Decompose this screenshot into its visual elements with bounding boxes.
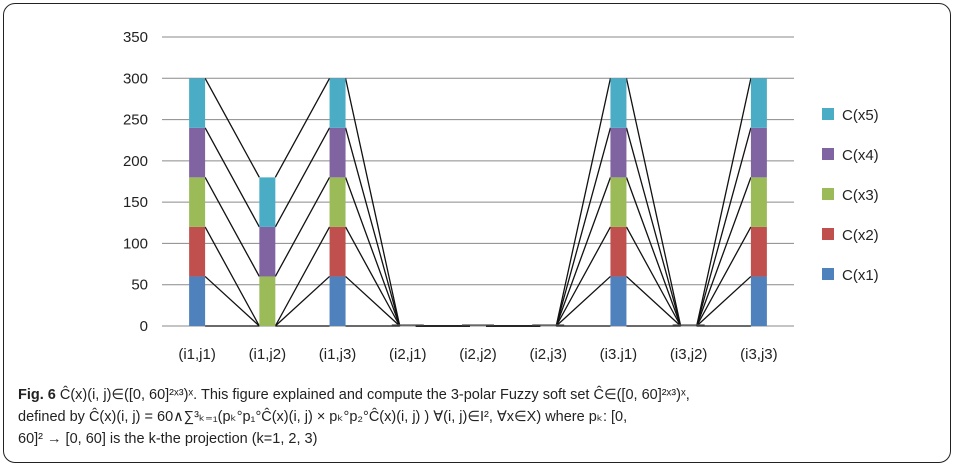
y-tick-label: 100 bbox=[123, 235, 148, 252]
series-line bbox=[696, 78, 752, 327]
y-tick-label: 300 bbox=[123, 70, 148, 87]
y-tick-label: 350 bbox=[123, 29, 148, 46]
legend-label: C(x3) bbox=[842, 187, 879, 204]
bar-segment-cx1 bbox=[750, 276, 767, 326]
legend-label: C(x5) bbox=[842, 107, 879, 124]
caption-line-3: 60]² → [0, 60] is the k-the projection (… bbox=[18, 431, 318, 447]
bar-segment-cx2 bbox=[610, 226, 627, 277]
legend-label: C(x1) bbox=[842, 267, 879, 284]
caption-line-1: Fig. 6 Ĉ(x)(i, j)∈([0, 60]²ˣ³)ˣ. This fig… bbox=[18, 384, 950, 406]
stacked-bar-chart: 0 50 100 150 200 250 300 350 (i1,j1) (i1,j2) (i1,j… bbox=[123, 29, 879, 363]
legend-swatch bbox=[822, 228, 834, 240]
bar-segment-cx3 bbox=[259, 276, 276, 326]
series-line bbox=[555, 226, 612, 327]
series-line bbox=[345, 275, 401, 327]
series-line bbox=[555, 78, 612, 327]
legend-swatch bbox=[822, 188, 834, 200]
series-line bbox=[344, 226, 401, 327]
series-line bbox=[555, 127, 612, 327]
bar-segment-cx5 bbox=[329, 78, 346, 128]
series-line bbox=[696, 226, 752, 327]
series-line bbox=[625, 127, 682, 327]
x-tick-label: (i3,j3) bbox=[740, 346, 778, 363]
series-line bbox=[204, 77, 260, 178]
bar-segment-cx4 bbox=[259, 226, 276, 277]
x-tick-label: (i1,j2) bbox=[249, 346, 287, 363]
series-line bbox=[625, 78, 682, 327]
x-tick-label: (i1,j3) bbox=[319, 346, 357, 363]
series-line bbox=[204, 177, 260, 277]
bar-segment-cx5 bbox=[610, 78, 627, 128]
bar-segment-cx5 bbox=[259, 177, 276, 227]
bar-segment-cx5 bbox=[750, 78, 767, 128]
series-line bbox=[696, 275, 752, 327]
series-line bbox=[625, 226, 682, 327]
bar-segment-cx2 bbox=[189, 226, 206, 277]
x-tick-label: (i2,j1) bbox=[389, 346, 427, 363]
y-tick-label: 150 bbox=[123, 194, 148, 211]
bar-segment-cx3 bbox=[610, 177, 627, 227]
series-line bbox=[204, 127, 260, 228]
y-tick-label: 0 bbox=[140, 318, 148, 335]
figure-label: Fig. 6 bbox=[18, 387, 56, 403]
series-line bbox=[274, 177, 331, 277]
series-line bbox=[204, 226, 260, 327]
figure-caption: Fig. 6 Ĉ(x)(i, j)∈([0, 60]²ˣ³)ˣ. This fig… bbox=[18, 384, 950, 450]
y-tick-label: 50 bbox=[131, 277, 148, 294]
series-line bbox=[204, 275, 260, 327]
x-tick-label: (i2,j2) bbox=[459, 346, 497, 363]
series-line bbox=[555, 275, 611, 327]
bar-segment-cx4 bbox=[610, 127, 627, 178]
x-tick-label: (i2,j3) bbox=[529, 346, 567, 363]
legend-label: C(x4) bbox=[842, 147, 879, 164]
bar-segment-cx4 bbox=[329, 127, 346, 178]
series-line bbox=[344, 78, 401, 327]
series-line bbox=[274, 226, 331, 327]
bar-segment-cx3 bbox=[189, 177, 206, 227]
bar-segment-cx1 bbox=[610, 276, 627, 326]
y-tick-label: 200 bbox=[123, 153, 148, 170]
caption-line-2: defined by Ĉ(x)(i, j) = 60∧∑³ₖ₌₁(pₖ°p₁°Ĉ… bbox=[18, 409, 628, 425]
bar-segment-cx4 bbox=[750, 127, 767, 178]
figure-frame: 0 50 100 150 200 250 300 350 (i1,j1) (i1,j2) (i1,j… bbox=[3, 3, 951, 463]
x-tick-label: (i3.j1) bbox=[600, 346, 638, 363]
bar-segment-cx3 bbox=[329, 177, 346, 227]
series-line bbox=[625, 177, 682, 327]
legend-swatch bbox=[822, 268, 834, 280]
y-tick-label: 250 bbox=[123, 112, 148, 129]
series-line bbox=[696, 127, 752, 327]
bar-segment-cx2 bbox=[750, 226, 767, 277]
legend-swatch bbox=[822, 148, 834, 160]
series-line bbox=[344, 177, 401, 327]
bar-segment-cx3 bbox=[750, 177, 767, 227]
x-tick-label: (i3,j2) bbox=[670, 346, 708, 363]
caption-text-1: Ĉ(x)(i, j)∈([0, 60]²ˣ³)ˣ. This figure ex… bbox=[59, 387, 690, 403]
series-line bbox=[626, 275, 682, 327]
x-tick-label: (i1,j1) bbox=[178, 346, 216, 363]
series-line bbox=[274, 127, 331, 228]
series-line bbox=[344, 127, 401, 327]
bar-segment-cx5 bbox=[189, 78, 206, 128]
series-line bbox=[696, 177, 752, 327]
series-line bbox=[555, 177, 612, 327]
series-line bbox=[274, 275, 330, 327]
bar-segment-cx4 bbox=[189, 127, 206, 178]
bar-segment-cx2 bbox=[329, 226, 346, 277]
bar-segment-cx1 bbox=[189, 276, 206, 326]
bar-segment-cx1 bbox=[329, 276, 346, 326]
legend-swatch bbox=[822, 108, 834, 120]
series-line bbox=[274, 77, 331, 178]
legend-label: C(x2) bbox=[842, 227, 879, 244]
